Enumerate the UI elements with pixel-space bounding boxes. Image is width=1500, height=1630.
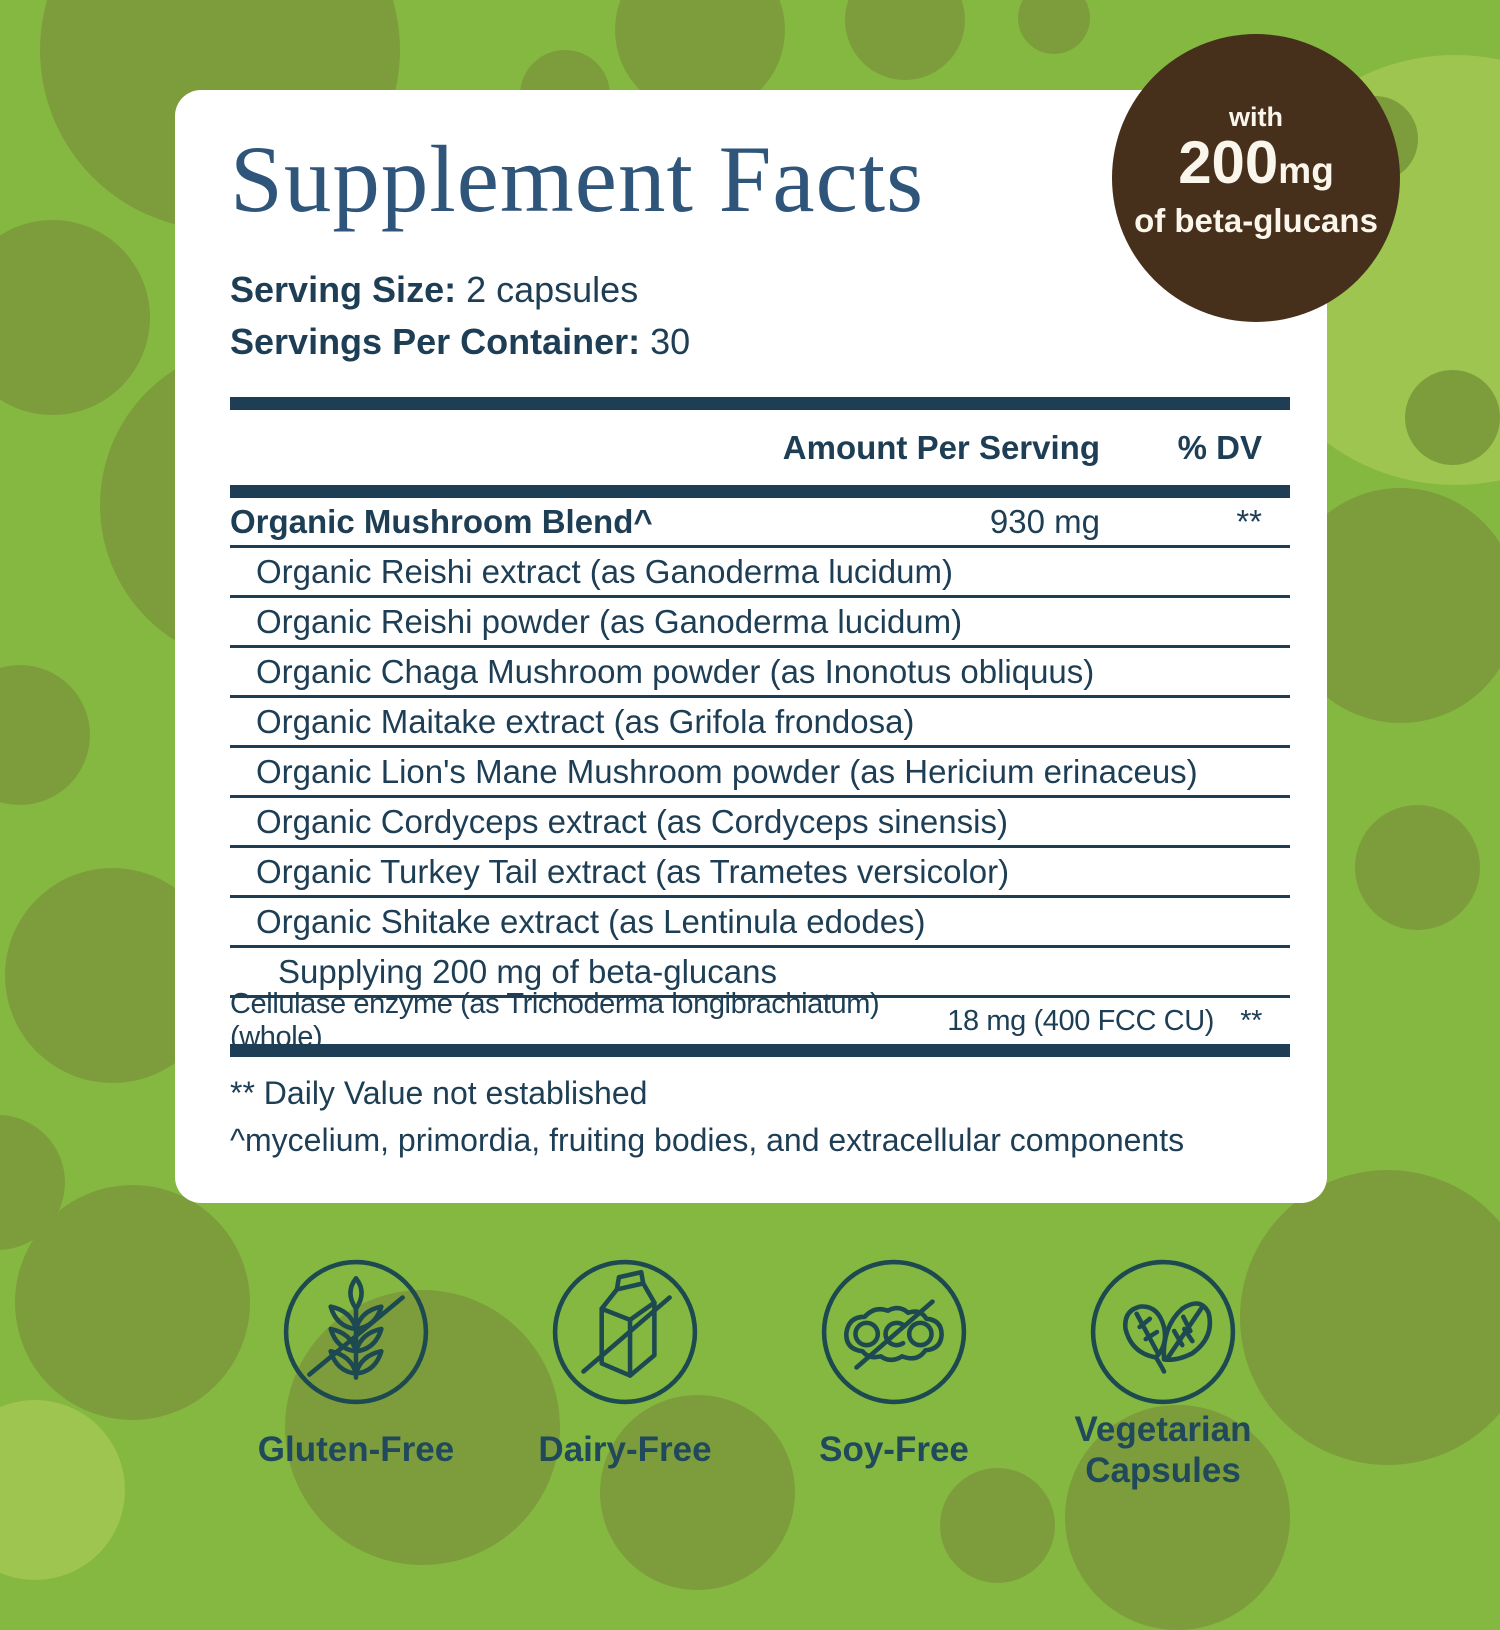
ingredient-row: Organic Cordyceps extract (as Cordyceps … — [230, 798, 1290, 849]
ingredient-row: Organic Chaga Mushroom powder (as Inonot… — [230, 648, 1290, 699]
ingredient-name: Organic Chaga Mushroom powder (as Inonot… — [256, 652, 1095, 690]
feature-label: Gluten-Free — [257, 1430, 455, 1470]
ingredient-rows: Organic Reishi extract (as Ganoderma luc… — [230, 548, 1290, 949]
bubble — [0, 1400, 125, 1580]
ingredient-row: Organic Turkey Tail extract (as Trametes… — [230, 848, 1290, 899]
feature-gluten-free: Gluten-Free — [216, 1256, 496, 1490]
table-top-bar — [230, 397, 1290, 411]
cellulase-amount: 18 mg (400 FCC CU) — [947, 1004, 1214, 1037]
ingredient-row: Organic Shitake extract (as Lentinula ed… — [230, 898, 1290, 949]
supplying-text: Supplying 200 mg of beta-glucans — [278, 952, 777, 990]
table-header-row: Amount Per Serving % DV — [230, 410, 1290, 485]
bubble — [1355, 805, 1480, 930]
bubble — [1018, 0, 1090, 54]
percent-dv-header: % DV — [1177, 428, 1262, 466]
ingredient-row: Organic Reishi powder (as Ganoderma luci… — [230, 598, 1290, 649]
beta-glucans-badge: with 200mg of beta-glucans — [1112, 34, 1400, 322]
wheat-crossed-icon — [280, 1256, 432, 1408]
ingredient-name: Organic Reishi extract (as Ganoderma luc… — [256, 552, 953, 590]
badge-amount: 200mg — [1178, 129, 1334, 196]
feature-label: Dairy-Free — [538, 1430, 712, 1470]
feature-label: Vegetarian Capsules — [1074, 1409, 1252, 1490]
supplement-facts-card: Supplement Facts Serving Size: 2 capsule… — [175, 90, 1327, 1203]
ingredient-row: Organic Reishi extract (as Ganoderma luc… — [230, 548, 1290, 599]
blend-name: Organic Mushroom Blend^ — [230, 502, 653, 540]
servings-per-container-line: Servings Per Container: 30 — [230, 316, 1290, 368]
table-mid-bar — [230, 485, 1290, 499]
page-title: Supplement Facts — [230, 126, 925, 232]
bubble — [845, 0, 965, 80]
table-bottom-bar — [230, 1044, 1290, 1058]
supplying-row: Supplying 200 mg of beta-glucans — [230, 948, 1290, 999]
serving-size-value: 2 capsules — [466, 268, 639, 310]
serving-size-label: Serving Size: — [230, 268, 457, 310]
cellulase-row: Cellulase enzyme (as Trichoderma longibr… — [230, 988, 1290, 1053]
milk-carton-crossed-icon — [549, 1256, 701, 1408]
footnotes: ** Daily Value not established ^mycelium… — [230, 1070, 1290, 1163]
feature-soy-free: Soy-Free — [754, 1256, 1034, 1490]
servings-per-container-value: 30 — [650, 320, 691, 362]
bubble — [15, 1185, 250, 1420]
amount-per-serving-header: Amount Per Serving — [782, 428, 1100, 466]
bubble — [0, 220, 150, 415]
feature-vegetarian-capsules: Vegetarian Capsules — [1023, 1256, 1303, 1490]
blend-amount: 930 mg — [989, 502, 1100, 540]
soybean-crossed-icon — [818, 1256, 970, 1408]
leaves-icon — [1087, 1256, 1239, 1408]
ingredient-name: Organic Turkey Tail extract (as Trametes… — [256, 852, 1010, 890]
ingredient-name: Organic Reishi powder (as Ganoderma luci… — [256, 602, 963, 640]
footnote-mycelium: ^mycelium, primordia, fruiting bodies, a… — [230, 1121, 1185, 1158]
bubble — [1405, 370, 1500, 465]
cellulase-dv: ** — [1240, 1004, 1262, 1037]
badge-beta-glucans-text: of beta-glucans — [1134, 202, 1378, 239]
ingredient-row: Organic Maitake extract (as Grifola fron… — [230, 698, 1290, 749]
ingredient-name: Organic Maitake extract (as Grifola fron… — [256, 702, 915, 740]
ingredient-name: Organic Shitake extract (as Lentinula ed… — [256, 902, 926, 940]
badge-unit: mg — [1278, 150, 1334, 191]
blend-dv: ** — [1236, 502, 1262, 540]
servings-per-container-label: Servings Per Container: — [230, 320, 641, 362]
serving-info: Serving Size: 2 capsules Servings Per Co… — [230, 264, 1290, 368]
footnote-daily-value: ** Daily Value not established — [230, 1075, 648, 1112]
badge-with-text: with — [1229, 102, 1283, 132]
facts-table: Amount Per Serving % DV Organic Mushroom… — [230, 397, 1290, 1058]
bubble — [0, 665, 90, 805]
blend-row: Organic Mushroom Blend^ 930 mg ** — [230, 498, 1290, 549]
bubble — [1240, 1170, 1500, 1465]
ingredient-name: Organic Cordyceps extract (as Cordyceps … — [256, 802, 1008, 840]
feature-dairy-free: Dairy-Free — [485, 1256, 765, 1490]
cellulase-name: Cellulase enzyme (as Trichoderma longibr… — [230, 988, 880, 1054]
serving-size-line: Serving Size: 2 capsules — [230, 264, 1290, 316]
ingredient-name: Organic Lion's Mane Mushroom powder (as … — [256, 752, 1198, 790]
feature-label: Soy-Free — [819, 1430, 969, 1470]
ingredient-row: Organic Lion's Mane Mushroom powder (as … — [230, 748, 1290, 799]
